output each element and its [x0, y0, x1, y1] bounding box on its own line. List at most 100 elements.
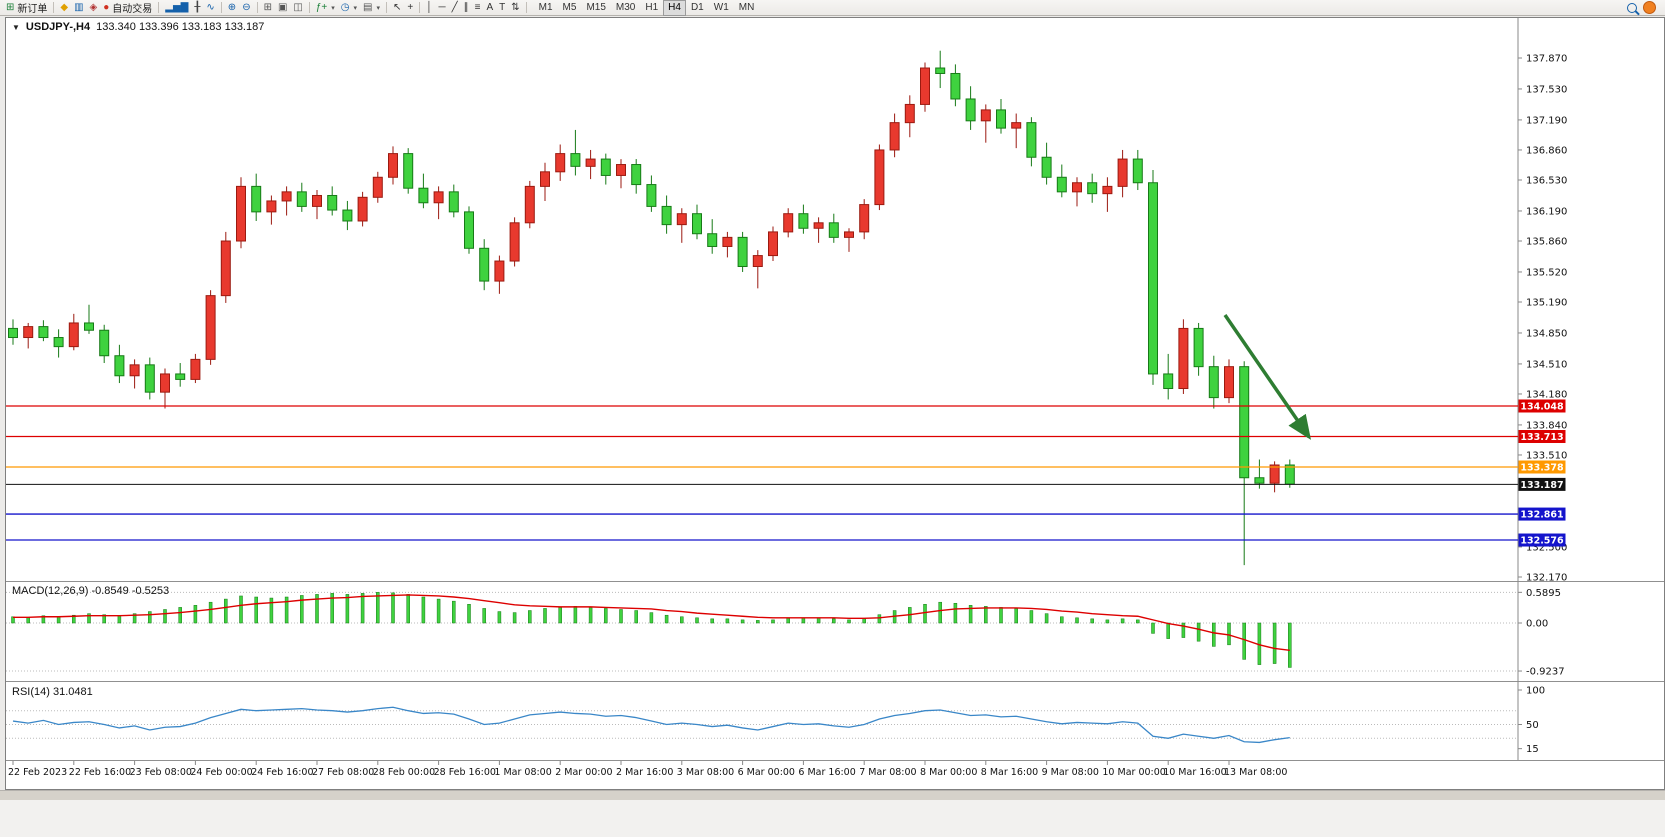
timeframe-m15[interactable]: M15: [586, 1, 606, 13]
macd-bar: [999, 607, 1003, 624]
macd-bar: [1075, 617, 1079, 624]
label-icon[interactable]: T: [496, 1, 508, 15]
periods-button-dropdown-arrow[interactable]: ▾: [353, 4, 358, 12]
arrows-icon[interactable]: ⇅: [508, 1, 522, 15]
candle: [555, 144, 566, 181]
svg-text:15: 15: [1526, 744, 1539, 755]
timeframe-mn[interactable]: MN: [738, 1, 755, 13]
vertical-line-icon[interactable]: │: [423, 1, 435, 15]
timeframe-m5[interactable]: M5: [562, 1, 577, 13]
candle: [1254, 459, 1265, 489]
trendline-icon[interactable]: ╱: [449, 1, 461, 15]
indicators-button-dropdown-arrow[interactable]: ▾: [331, 4, 335, 12]
notification-badge[interactable]: [1643, 1, 1656, 14]
price-tag-134.048[interactable]: 134.048: [1518, 399, 1566, 413]
bar-chart-icon[interactable]: ▂▅▇: [162, 1, 191, 15]
candlestick-chart-icon[interactable]: ╂: [191, 1, 203, 15]
candle: [1132, 149, 1143, 191]
indicators-button[interactable]: ƒ+ ▾: [313, 1, 338, 15]
svg-text:2 Mar 16:00: 2 Mar 16:00: [616, 767, 673, 778]
candle: [494, 255, 505, 294]
autotrading-button[interactable]: ● 自动交易: [100, 1, 155, 16]
crosshair-icon[interactable]: +: [404, 1, 416, 15]
horizontal-scrollbar[interactable]: [0, 790, 1665, 800]
macd-bar: [588, 607, 593, 624]
timeframe-d1[interactable]: D1: [690, 1, 704, 13]
main-toolbar: ⊞ 新订单 ◆ ▥ ◈ ● 自动交易 ▂▅▇ ╂ ∿ ⊕ ⊖ ⊞ ▣ ◫ ƒ+ ▾ ◷ ▾ ▤ ▾ ↖ + │ ─ ╱ ∥ ≡ A T ⇅ M…: [0, 0, 1665, 16]
svg-text:27 Feb 08:00: 27 Feb 08:00: [312, 767, 374, 778]
horizontal-line-icon[interactable]: ─: [436, 1, 449, 15]
macd-bar: [1120, 618, 1125, 624]
macd-bar: [786, 618, 790, 624]
text-icon[interactable]: A: [483, 1, 496, 15]
templates-button[interactable]: ▤ ▾: [360, 1, 383, 15]
market-watch-icon[interactable]: ▥: [71, 1, 86, 15]
fibonacci-icon[interactable]: ≡: [472, 1, 484, 15]
candle: [768, 226, 778, 262]
candle: [312, 190, 322, 220]
current-price-tag[interactable]: 133.187: [1518, 477, 1566, 491]
candle: [1269, 461, 1280, 493]
macd-bar: [391, 592, 395, 624]
price-tag-132.861[interactable]: 132.861: [1518, 507, 1566, 521]
candle: [935, 50, 946, 89]
candle: [38, 320, 49, 342]
macd-bar: [406, 594, 410, 624]
price-tag-133.378[interactable]: 133.378: [1518, 460, 1566, 474]
navigator-icon[interactable]: ◈: [87, 1, 101, 15]
candle: [509, 217, 520, 267]
macd-bar: [1212, 622, 1216, 647]
price-tag-132.576[interactable]: 132.576: [1518, 533, 1566, 547]
new-order-button[interactable]: ⊞ 新订单: [3, 1, 50, 16]
candle: [99, 324, 110, 364]
tile-windows-glyph-icon: ⊞: [263, 1, 272, 13]
label-glyph-icon: T: [499, 1, 506, 13]
price-axis[interactable]: 137.870 137.530 137.190 136.860 136.530 136.1…: [1518, 54, 1567, 584]
periods-button[interactable]: ◷ ▾: [338, 1, 360, 15]
cascade-windows-icon[interactable]: ▣: [275, 1, 290, 15]
chart-window: ▼ USDJPY-,H4 133.340 133.396 133.183 133…: [5, 17, 1665, 790]
zoom-out-icon[interactable]: ⊖: [239, 1, 253, 15]
svg-text:0.5895: 0.5895: [1526, 588, 1561, 599]
candle: [570, 129, 581, 176]
candle: [1163, 353, 1174, 400]
chart-title-row: ▼ USDJPY-,H4 133.340 133.396 133.183 133…: [12, 21, 264, 33]
chart-dropdown-arrow[interactable]: ▼: [12, 22, 20, 32]
channel-icon[interactable]: ∥: [461, 1, 472, 15]
tile-windows-icon[interactable]: ⊞: [261, 1, 275, 15]
annotation-arrow[interactable]: [1223, 314, 1311, 440]
timeframe-m30[interactable]: M30: [615, 1, 636, 13]
timeframe-h1[interactable]: H1: [645, 1, 659, 13]
svg-text:8 Mar 16:00: 8 Mar 16:00: [981, 767, 1038, 778]
candle: [813, 217, 824, 243]
timeframe-m1[interactable]: M1: [538, 1, 553, 13]
candle: [1284, 459, 1295, 488]
svg-text:10 Mar 00:00: 10 Mar 00:00: [1102, 767, 1165, 778]
candle: [676, 208, 687, 243]
alerts-icon[interactable]: ◆: [57, 1, 71, 15]
macd-bar: [573, 606, 578, 624]
macd-bar: [1029, 610, 1034, 624]
line-chart-icon[interactable]: ∿: [203, 1, 217, 15]
macd-bar: [710, 618, 714, 624]
window-bottom-area: [0, 800, 1665, 837]
chart-canvas[interactable]: 137.870 137.530 137.190 136.860 136.530 136.1…: [6, 18, 1664, 789]
macd-bar: [543, 608, 547, 624]
macd-bar: [1166, 622, 1170, 639]
macd-bar: [1288, 622, 1292, 668]
arrange-windows-icon[interactable]: ◫: [290, 1, 305, 15]
cursor-icon[interactable]: ↖: [390, 1, 404, 15]
svg-text:22 Feb 16:00: 22 Feb 16:00: [69, 767, 131, 778]
line-chart-glyph-icon: ∿: [206, 1, 215, 13]
price-tag-133.713[interactable]: 133.713: [1518, 429, 1566, 443]
candle: [403, 148, 414, 194]
svg-text:3 Mar 08:00: 3 Mar 08:00: [677, 767, 734, 778]
zoom-in-icon[interactable]: ⊕: [225, 1, 239, 15]
search-icon[interactable]: [1627, 2, 1637, 13]
macd-bar: [847, 619, 851, 624]
timeframe-h4[interactable]: H4: [663, 0, 686, 16]
svg-text:23 Feb 08:00: 23 Feb 08:00: [130, 767, 192, 778]
timeframe-w1[interactable]: W1: [713, 1, 729, 13]
templates-button-dropdown-arrow[interactable]: ▾: [376, 4, 381, 12]
